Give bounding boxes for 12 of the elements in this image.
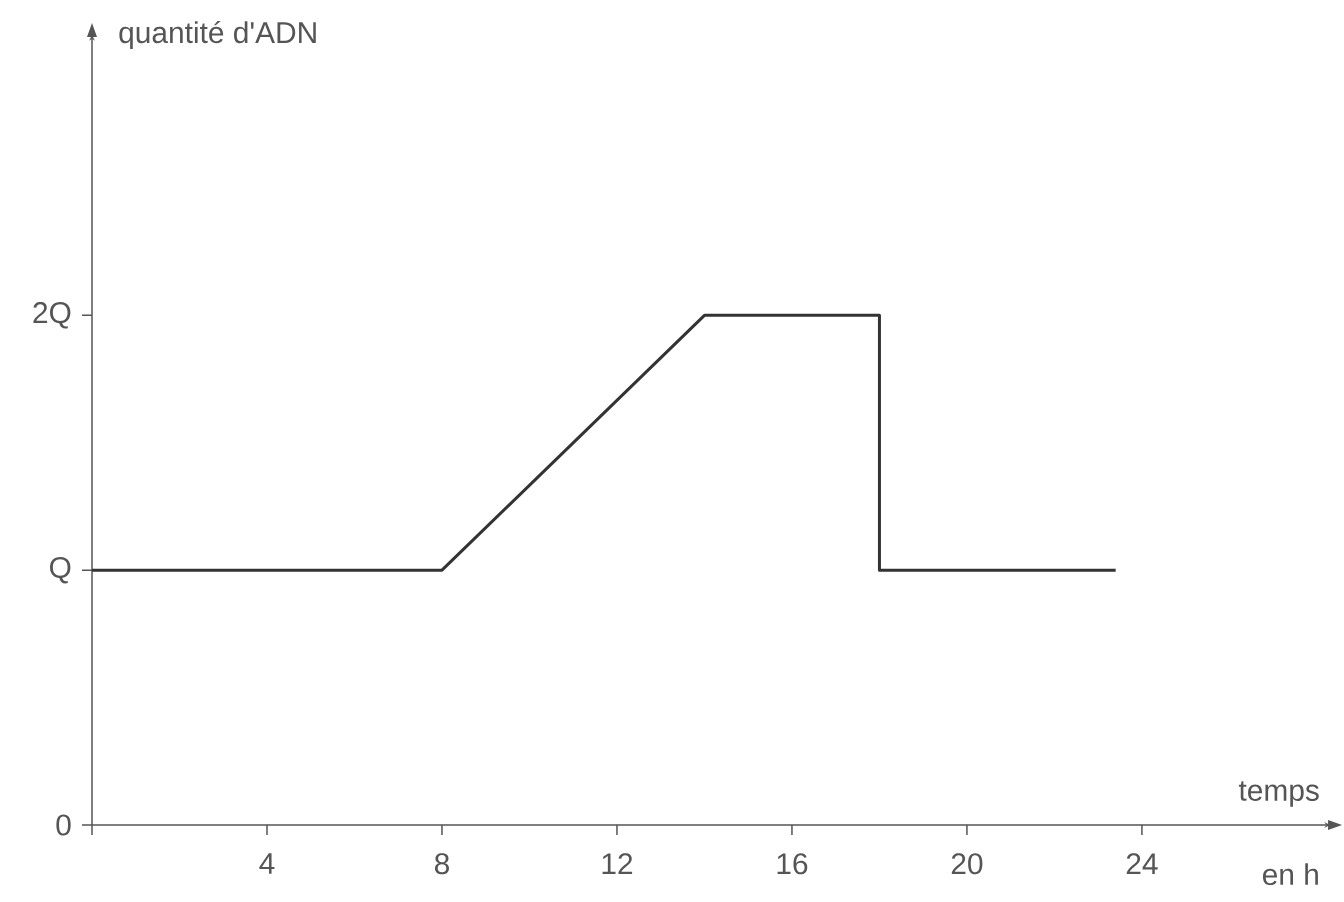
- text: en h: [1262, 863, 1318, 886]
- y-tick-label: 2Q: [33, 302, 71, 329]
- y-tick-label: Q: [50, 556, 71, 584]
- x-tick-label: 20: [951, 853, 983, 875]
- x-tick-label: 16: [777, 853, 808, 875]
- x-tick-label: 12: [602, 853, 633, 875]
- y-axis-title: quantité d'ADN: [119, 20, 316, 50]
- x-tick-label: 8: [434, 853, 449, 875]
- x-tick-label: 24: [1126, 853, 1158, 875]
- x-axis-title: temps: [1238, 781, 1319, 807]
- x-tick-label: 4: [259, 853, 275, 874]
- y-tick-label: 0: [56, 814, 71, 836]
